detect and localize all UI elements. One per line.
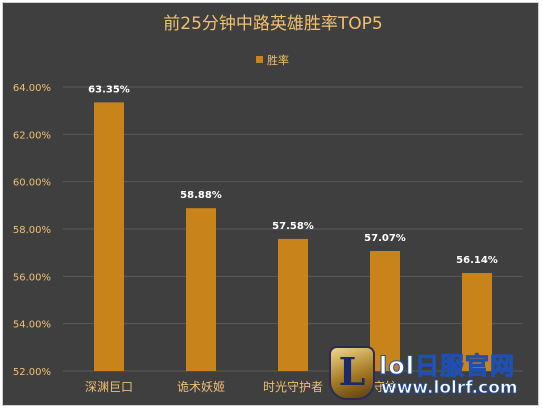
value-label: 56.14%	[456, 255, 498, 266]
y-tick-label: 58.00%	[13, 225, 51, 236]
legend-label: 胜率	[267, 53, 289, 67]
x-tick-label: 守护	[373, 380, 397, 394]
value-label: 58.88%	[180, 190, 222, 201]
bar	[94, 102, 124, 371]
y-tick-label: 62.00%	[13, 130, 51, 141]
value-label: 57.07%	[364, 233, 406, 244]
bar-chart: 前25分钟中路英雄胜率TOP5 胜率 52.00% 54.00% 56.00% 58.…	[13, 14, 523, 394]
bars	[94, 102, 492, 371]
bar	[186, 208, 216, 371]
watermark: L lol日服官网 www.lolrf.com	[329, 346, 529, 402]
watermark-title: lol日服官网	[379, 352, 515, 381]
x-tick-label: 诡术妖姬	[177, 380, 225, 394]
chart-frame: 前25分钟中路英雄胜率TOP5 胜率 52.00% 54.00% 56.00% 58.…	[2, 2, 539, 406]
y-tick-label: 56.00%	[13, 272, 51, 283]
chart-title: 前25分钟中路英雄胜率TOP5	[163, 14, 382, 34]
y-tick-label: 60.00%	[13, 178, 51, 189]
value-label: 57.58%	[272, 221, 314, 232]
y-axis-ticks: 52.00% 54.00% 56.00% 58.00% 60.00% 62.00% 64.0…	[13, 83, 51, 378]
lol-logo-icon: L	[329, 346, 375, 400]
y-tick-label: 54.00%	[13, 320, 51, 331]
bar	[370, 251, 400, 371]
watermark-url: www.lolrf.com	[381, 378, 518, 399]
x-tick-label: 深渊巨口	[85, 380, 133, 394]
value-label: 63.35%	[88, 84, 130, 95]
legend-swatch	[256, 56, 263, 63]
x-tick-label: 时光守护者	[263, 380, 323, 394]
bar	[462, 273, 492, 371]
x-axis-labels: 深渊巨口 诡术妖姬 时光守护者 守护	[85, 380, 397, 394]
y-tick-label: 52.00%	[13, 367, 51, 378]
value-labels: 63.35% 58.88% 57.58% 57.07% 56.14%	[88, 84, 498, 266]
y-tick-label: 64.00%	[13, 83, 51, 94]
bar	[278, 238, 308, 371]
